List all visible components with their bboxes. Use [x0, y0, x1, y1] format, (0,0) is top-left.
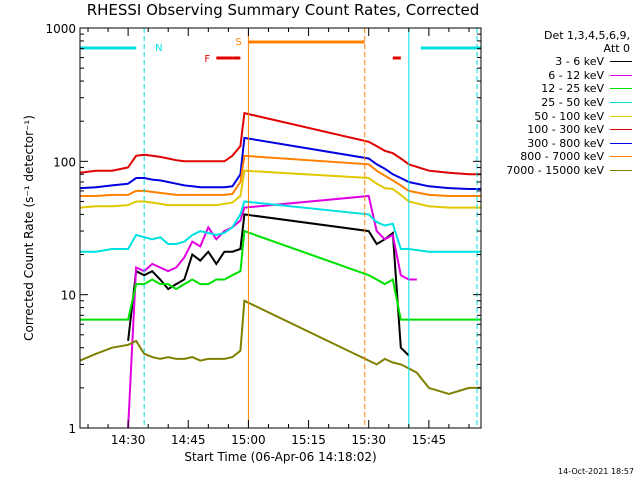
legend-entry-label: 25 - 50 keV [541, 96, 604, 110]
y-tick-label: 10 [61, 289, 76, 303]
legend-entry: 100 - 300 keV [484, 123, 638, 137]
legend-entry: 300 - 800 keV [484, 137, 638, 151]
legend-header-line2: Att 0 [603, 42, 630, 55]
legend-entry: 7000 - 15000 keV [484, 164, 638, 178]
series-line-1 [127, 213, 410, 357]
legend-entry-label: 3 - 6 keV [555, 55, 604, 69]
legend-swatch [610, 115, 632, 117]
timestamp: 14-Oct-2021 18:57 [558, 467, 634, 476]
legend-header-line1: Det 1,3,4,5,6,9, [543, 29, 630, 42]
legend-swatch [610, 129, 632, 131]
y-tick-label: 1 [68, 422, 76, 436]
legend-entry-label: 6 - 12 keV [548, 68, 604, 82]
legend-entry-label: 12 - 25 keV [541, 82, 604, 96]
marker-label-n: N [155, 43, 162, 54]
series-line-4 [80, 200, 481, 253]
legend-swatch [610, 61, 632, 63]
legend-swatch [610, 102, 632, 104]
page-title: RHESSI Observing Summary Count Rates, Co… [86, 1, 480, 19]
series-line-7 [79, 136, 481, 190]
legend-swatch [610, 156, 632, 158]
legend-entry-label: 100 - 300 keV [527, 123, 604, 137]
y-axis-label: Corrected Count Rate (s⁻¹ detector⁻¹) [22, 115, 36, 341]
legend-entry-label: 7000 - 15000 keV [506, 164, 604, 178]
x-tick-label: 15:00 [231, 433, 266, 447]
legend-rows: 3 - 6 keV 6 - 12 keV 12 - 25 keV 25 - 50 ke… [484, 55, 638, 177]
legend-swatch [610, 88, 632, 90]
legend-swatch [610, 170, 632, 172]
axis-layer: 1 10 100 1000 14:30 14:45 15:00 15:15 15:30 15:45… [22, 22, 481, 464]
legend-entry-label: 800 - 7000 keV [520, 150, 604, 164]
x-tick-label: 15:30 [351, 433, 386, 447]
series-line-5 [79, 169, 481, 209]
legend-swatch [610, 142, 632, 144]
series-line-3 [80, 229, 481, 321]
legend-entry: 12 - 25 keV [484, 82, 638, 96]
series-line-6 [79, 111, 481, 176]
legend-entry-label: 300 - 800 keV [527, 136, 604, 150]
y-tick-label: 100 [53, 155, 76, 169]
legend-entry: 800 - 7000 keV [484, 150, 638, 164]
marker-label-s: S [235, 37, 241, 48]
y-tick-label: 1000 [45, 22, 76, 36]
x-axis-label: Start Time (06-Apr-06 14:18:02) [184, 450, 376, 464]
legend-entry-label: 50 - 100 keV [534, 109, 604, 123]
x-tick-label: 15:45 [412, 433, 447, 447]
marker-label-f: F [204, 54, 210, 65]
legend-swatch [610, 74, 632, 76]
series-line-2 [127, 194, 417, 429]
series-line-8 [80, 154, 481, 197]
x-tick-label: 15:15 [291, 433, 326, 447]
x-tick-label: 14:45 [171, 433, 206, 447]
legend-entry: 6 - 12 keV [484, 69, 638, 83]
legend-entry: 25 - 50 keV [484, 96, 638, 110]
series-line-9 [79, 299, 481, 396]
series-layer [79, 111, 481, 429]
plot-frame [79, 27, 482, 429]
annotation-layer: N F S [79, 28, 481, 428]
x-tick-label: 14:30 [111, 433, 146, 447]
legend-entry: 50 - 100 keV [484, 109, 638, 123]
legend: Det 1,3,4,5,6,9, Att 0 3 - 6 keV 6 - 12 k… [484, 29, 638, 177]
legend-entry: 3 - 6 keV [484, 55, 638, 69]
